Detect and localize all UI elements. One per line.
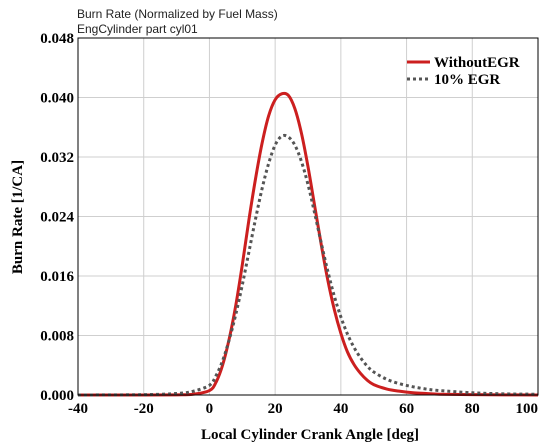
series-line-10-egr (77, 133, 539, 397)
x-tick-label: 0 (206, 401, 214, 417)
y-tick-label: 0.000 (40, 388, 74, 404)
x-tick-label: 20 (268, 401, 283, 417)
x-tick-label: -40 (68, 401, 88, 417)
x-tick-label: 40 (333, 401, 348, 417)
y-axis-label: Burn Rate [1/CA] (10, 160, 26, 274)
y-tick-label: 0.032 (40, 150, 74, 166)
legend: WithoutEGR 10% EGR (407, 55, 520, 88)
x-axis-label: Local Cylinder Crank Angle [deg] (201, 427, 419, 443)
plot-frame (77, 37, 539, 396)
chart-subtitle: EngCylinder part cyl01 (77, 22, 198, 36)
x-tick-label: -20 (134, 401, 154, 417)
y-tick-labels: 0.000 0.008 0.016 0.024 0.032 0.040 0.048 (40, 31, 74, 404)
y-tick-label: 0.024 (40, 210, 74, 226)
x-tick-label: 60 (399, 401, 414, 417)
legend-label-10-egr: 10% EGR (434, 72, 500, 88)
chart-title: Burn Rate (Normalized by Fuel Mass) (77, 7, 278, 21)
series-line-withoutegr (77, 91, 539, 397)
legend-label-withoutegr: WithoutEGR (434, 55, 520, 71)
y-tick-label: 0.040 (40, 91, 74, 107)
grid-lines (77, 37, 539, 396)
series-lines (77, 91, 539, 397)
y-tick-label: 0.016 (40, 269, 74, 285)
x-tick-label: 80 (465, 401, 480, 417)
x-tick-labels: -40 -20 0 20 40 60 80 100 (68, 401, 538, 417)
y-tick-label: 0.048 (40, 31, 74, 47)
x-tick-label: 100 (516, 401, 539, 417)
y-tick-label: 0.008 (40, 329, 74, 345)
